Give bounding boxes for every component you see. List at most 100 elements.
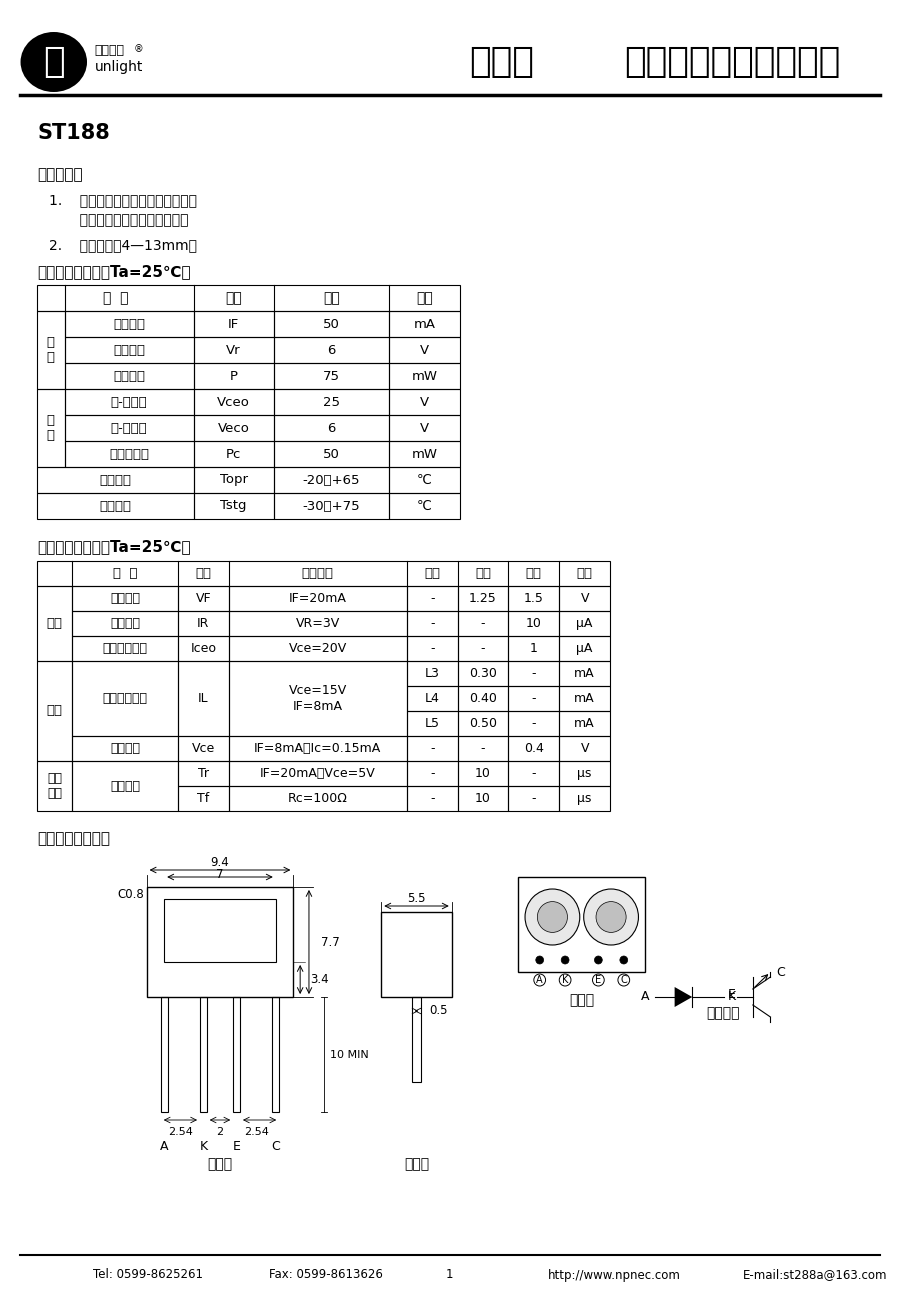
Bar — [559, 711, 609, 736]
Text: 1.25: 1.25 — [469, 592, 496, 605]
Text: 反向电压: 反向电压 — [113, 344, 145, 357]
Text: L3: L3 — [425, 667, 439, 680]
Bar — [559, 635, 609, 661]
Bar — [64, 389, 193, 415]
Text: A: A — [641, 991, 649, 1004]
Bar — [559, 736, 609, 760]
Bar — [457, 760, 508, 786]
Bar — [64, 337, 193, 363]
Text: -: - — [481, 642, 484, 655]
Bar — [37, 760, 73, 811]
Text: IF=20mA，Vce=5V: IF=20mA，Vce=5V — [259, 767, 375, 780]
Text: K: K — [562, 975, 568, 986]
Text: 50: 50 — [323, 318, 339, 331]
Text: 响应时间: 响应时间 — [110, 780, 140, 793]
Bar — [406, 661, 457, 686]
Ellipse shape — [20, 33, 87, 92]
Text: 反射式红外光电传感器: 反射式红外光电传感器 — [623, 46, 839, 79]
Text: mW: mW — [411, 448, 437, 461]
Text: V: V — [419, 422, 428, 435]
Text: 10: 10 — [474, 767, 491, 780]
Text: -: - — [429, 642, 434, 655]
Text: -: - — [429, 592, 434, 605]
Bar — [559, 760, 609, 786]
Text: IF=8mA，Ic=0.15mA: IF=8mA，Ic=0.15mA — [254, 742, 381, 755]
Bar — [73, 611, 177, 635]
Bar — [389, 441, 459, 467]
Text: 输出: 输出 — [47, 704, 62, 717]
Text: 输入: 输入 — [47, 617, 62, 630]
Circle shape — [561, 956, 569, 963]
Text: 单光束: 单光束 — [469, 46, 534, 79]
Bar — [37, 493, 193, 519]
Text: μA: μA — [576, 642, 592, 655]
Text: 最大: 最大 — [526, 566, 541, 579]
Text: -: - — [429, 742, 434, 755]
Bar — [406, 635, 457, 661]
Text: 内部电路: 内部电路 — [706, 1006, 740, 1019]
Text: 耗散功率: 耗散功率 — [113, 370, 145, 383]
Text: μA: μA — [576, 617, 592, 630]
Bar — [559, 661, 609, 686]
Text: 储存温度: 储存温度 — [99, 500, 131, 513]
Bar — [389, 467, 459, 493]
Text: Vce=20V: Vce=20V — [289, 642, 346, 655]
Bar — [193, 467, 274, 493]
Text: 50: 50 — [323, 448, 339, 461]
Bar — [73, 635, 177, 661]
Text: L4: L4 — [425, 691, 439, 704]
Text: 3.4: 3.4 — [310, 973, 328, 986]
Bar — [406, 760, 457, 786]
Text: 2.    检测距离：4—13mm。: 2. 检测距离：4—13mm。 — [49, 238, 197, 253]
Bar — [508, 611, 559, 635]
Bar — [508, 635, 559, 661]
Text: 主视图: 主视图 — [207, 1157, 233, 1170]
Bar — [229, 760, 406, 786]
Bar — [229, 611, 406, 635]
Text: C: C — [619, 975, 627, 986]
Text: 25: 25 — [323, 396, 340, 409]
Text: 正向电流: 正向电流 — [113, 318, 145, 331]
Bar — [559, 586, 609, 611]
Text: 符号: 符号 — [225, 292, 242, 305]
Text: IF=20mA: IF=20mA — [289, 592, 346, 605]
Text: 四、外形尺寸图：: 四、外形尺寸图： — [37, 832, 110, 846]
Bar — [161, 997, 167, 1112]
Text: V: V — [419, 344, 428, 357]
Bar — [508, 736, 559, 760]
Text: Fax: 0599-8613626: Fax: 0599-8613626 — [268, 1268, 382, 1281]
Text: 集电极功耗: 集电极功耗 — [109, 448, 149, 461]
Text: L5: L5 — [425, 717, 439, 730]
Bar — [193, 389, 274, 415]
Bar — [380, 911, 451, 997]
Bar — [272, 997, 278, 1112]
Text: -: - — [531, 667, 536, 680]
Bar — [37, 561, 609, 586]
Text: -: - — [531, 792, 536, 805]
Bar — [406, 686, 457, 711]
Text: -: - — [481, 742, 484, 755]
Text: 9.4: 9.4 — [210, 857, 229, 870]
Bar — [37, 586, 73, 661]
Text: Tr: Tr — [198, 767, 209, 780]
Bar — [411, 997, 421, 1082]
Text: mA: mA — [573, 717, 595, 730]
Text: Tel: 0599-8625261: Tel: 0599-8625261 — [93, 1268, 203, 1281]
Text: Vce=15V
IF=8mA: Vce=15V IF=8mA — [289, 685, 346, 712]
Bar — [177, 760, 229, 786]
Bar — [177, 786, 229, 811]
Bar — [193, 363, 274, 389]
Text: 测试条件: 测试条件 — [301, 566, 334, 579]
Text: V: V — [580, 742, 588, 755]
Bar — [274, 415, 389, 441]
Text: Vceo: Vceo — [217, 396, 250, 409]
Text: Tstg: Tstg — [221, 500, 246, 513]
Text: 5.5: 5.5 — [407, 892, 425, 905]
Text: -: - — [531, 717, 536, 730]
Text: -: - — [429, 767, 434, 780]
Text: 0.30: 0.30 — [469, 667, 496, 680]
Bar — [229, 586, 406, 611]
Text: VR=3V: VR=3V — [295, 617, 339, 630]
Circle shape — [594, 956, 602, 963]
Text: 最小: 最小 — [424, 566, 439, 579]
